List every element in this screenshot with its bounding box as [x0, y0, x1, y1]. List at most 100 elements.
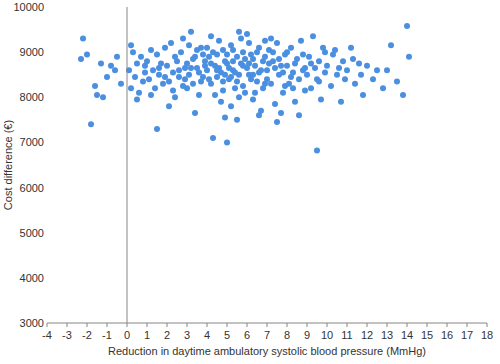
point	[290, 85, 296, 91]
point	[278, 110, 284, 116]
point	[228, 74, 234, 80]
x-tick-label: 5	[224, 329, 230, 341]
point	[88, 121, 94, 127]
y-tick-label: 5000	[20, 227, 44, 239]
point	[160, 81, 166, 87]
y-axis-title: Cost difference (€)	[2, 120, 14, 210]
x-tick	[47, 323, 48, 327]
y-axis	[127, 7, 128, 323]
point	[308, 85, 314, 91]
point	[94, 92, 100, 98]
point	[212, 92, 218, 98]
point	[358, 72, 364, 78]
point	[246, 60, 252, 66]
x-tick	[147, 323, 148, 327]
point	[352, 81, 358, 87]
point	[228, 103, 234, 109]
point	[98, 60, 104, 66]
x-tick-label: -4	[42, 329, 52, 341]
x-tick	[467, 323, 468, 327]
point	[344, 67, 350, 73]
point	[250, 97, 256, 103]
x-tick	[367, 323, 368, 327]
point	[138, 54, 144, 60]
point	[164, 63, 170, 69]
point	[208, 33, 214, 39]
point	[114, 54, 120, 60]
point	[252, 90, 258, 96]
x-tick-label: 8	[284, 329, 290, 341]
point	[300, 51, 306, 57]
point	[236, 29, 242, 35]
x-tick	[267, 323, 268, 327]
point	[314, 148, 320, 154]
point	[276, 56, 282, 62]
x-tick-label: 10	[321, 329, 333, 341]
point	[240, 83, 246, 89]
point	[380, 85, 386, 91]
point	[342, 76, 348, 82]
point	[258, 67, 264, 73]
x-tick-label: 12	[361, 329, 373, 341]
x-tick	[187, 323, 188, 327]
point	[256, 45, 262, 51]
x-tick-label: 4	[204, 329, 210, 341]
point	[286, 81, 292, 87]
point	[100, 94, 106, 100]
point	[248, 51, 254, 57]
point	[84, 51, 90, 57]
x-tick-label: 9	[304, 329, 310, 341]
point	[360, 92, 366, 98]
point	[284, 63, 290, 69]
point	[232, 85, 238, 91]
x-tick	[207, 323, 208, 327]
point	[176, 74, 182, 80]
point	[190, 81, 196, 87]
point	[194, 47, 200, 53]
point	[166, 78, 172, 84]
point	[130, 49, 136, 55]
point	[266, 60, 272, 66]
point	[180, 36, 186, 42]
point	[230, 58, 236, 64]
point	[316, 78, 322, 84]
point	[162, 45, 168, 51]
point	[108, 63, 114, 69]
point	[118, 81, 124, 87]
x-tick-label: 2	[164, 329, 170, 341]
point	[144, 58, 150, 64]
x-tick	[447, 323, 448, 327]
point	[322, 49, 328, 55]
point	[222, 72, 228, 78]
point	[254, 78, 260, 84]
point	[238, 36, 244, 42]
point	[112, 67, 118, 73]
x-tick	[307, 323, 308, 327]
point	[280, 90, 286, 96]
point	[214, 51, 220, 57]
point	[134, 60, 140, 66]
point	[370, 76, 376, 82]
point	[272, 65, 278, 71]
point	[340, 58, 346, 64]
point	[316, 58, 322, 64]
y-tick-label: 10000	[13, 1, 44, 13]
point	[268, 81, 274, 87]
point	[150, 67, 156, 73]
point	[146, 76, 152, 82]
point	[128, 85, 134, 91]
x-tick-label: 3	[184, 329, 190, 341]
x-tick	[107, 323, 108, 327]
point	[92, 83, 98, 89]
point	[192, 110, 198, 116]
point	[274, 40, 280, 46]
point	[188, 65, 194, 71]
point	[238, 60, 244, 66]
point	[134, 97, 140, 103]
point	[240, 49, 246, 55]
point	[242, 90, 248, 96]
point	[232, 69, 238, 75]
point	[260, 85, 266, 91]
point	[206, 76, 212, 82]
point	[236, 94, 242, 100]
